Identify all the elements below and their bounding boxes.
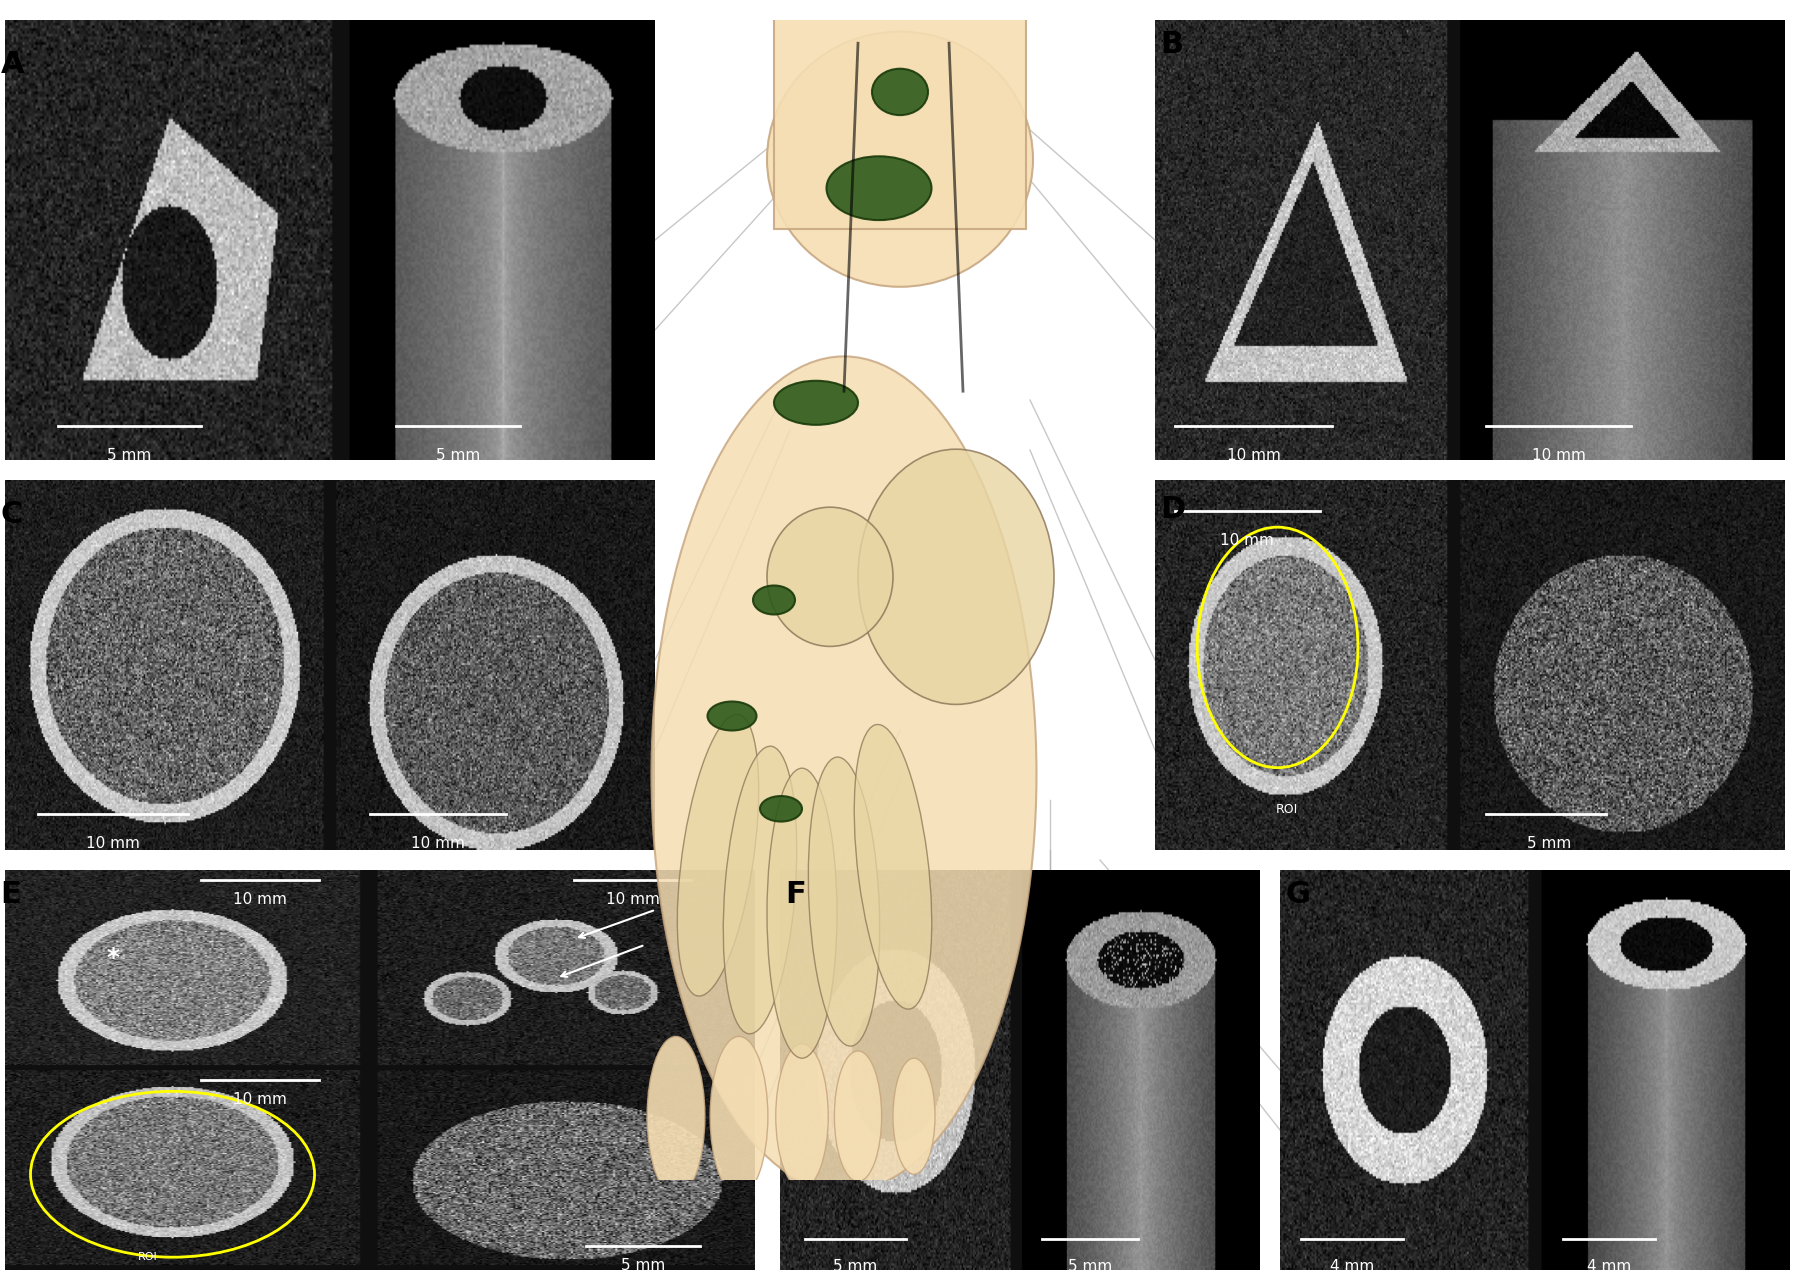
Text: D: D xyxy=(1159,495,1184,524)
Ellipse shape xyxy=(859,449,1055,704)
Ellipse shape xyxy=(808,756,880,1046)
Ellipse shape xyxy=(711,1037,769,1196)
Text: 5 mm: 5 mm xyxy=(436,448,481,463)
Ellipse shape xyxy=(826,156,932,220)
Text: 10 mm: 10 mm xyxy=(86,836,140,851)
Text: 5 mm: 5 mm xyxy=(108,448,151,463)
Ellipse shape xyxy=(767,507,893,646)
Text: 10 mm: 10 mm xyxy=(1532,448,1586,463)
Text: F: F xyxy=(785,881,806,909)
Ellipse shape xyxy=(707,701,756,731)
Text: 10 mm: 10 mm xyxy=(1226,448,1280,463)
Ellipse shape xyxy=(774,380,859,425)
Text: 4 mm: 4 mm xyxy=(1330,1260,1375,1274)
Text: 4 mm: 4 mm xyxy=(1586,1260,1631,1274)
Text: 10 mm: 10 mm xyxy=(607,892,659,908)
Text: A: A xyxy=(0,50,23,79)
Ellipse shape xyxy=(677,714,758,996)
Text: 5 mm: 5 mm xyxy=(833,1260,877,1274)
Ellipse shape xyxy=(893,1059,934,1174)
Ellipse shape xyxy=(767,768,837,1059)
Ellipse shape xyxy=(871,69,929,115)
Text: 10 mm: 10 mm xyxy=(410,836,464,851)
Ellipse shape xyxy=(752,585,796,614)
Text: *: * xyxy=(106,946,119,970)
Ellipse shape xyxy=(767,32,1033,287)
Ellipse shape xyxy=(652,356,1037,1192)
Text: 10 mm: 10 mm xyxy=(232,892,286,908)
Text: C: C xyxy=(0,500,23,529)
Ellipse shape xyxy=(760,796,803,822)
Ellipse shape xyxy=(648,1037,706,1196)
Text: 10 mm: 10 mm xyxy=(1220,532,1274,548)
Text: ROI: ROI xyxy=(1276,803,1298,815)
Text: 5 mm: 5 mm xyxy=(621,1258,664,1272)
Text: G: G xyxy=(1285,881,1310,909)
Bar xyxy=(774,0,1026,229)
Ellipse shape xyxy=(835,1051,882,1181)
Ellipse shape xyxy=(724,746,797,1034)
Text: B: B xyxy=(1159,29,1183,59)
Ellipse shape xyxy=(855,724,932,1009)
Text: 5 mm: 5 mm xyxy=(1067,1260,1112,1274)
Text: ROI: ROI xyxy=(139,1252,158,1262)
Text: 5 mm: 5 mm xyxy=(1526,836,1571,851)
Ellipse shape xyxy=(776,1043,828,1189)
Text: E: E xyxy=(0,881,22,909)
Text: 10 mm: 10 mm xyxy=(232,1092,286,1107)
